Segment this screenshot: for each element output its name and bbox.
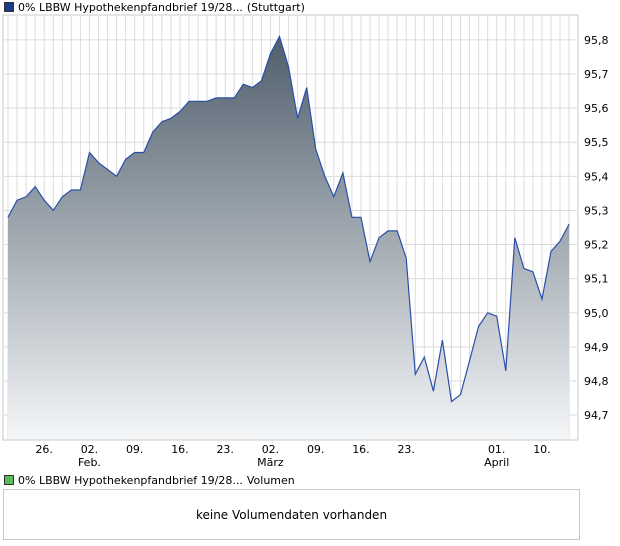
y-tick-label: 95,3 [584,204,609,217]
volume-legend: 0% LBBW Hypothekenpfandbrief 19/28... Vol… [4,475,299,487]
x-tick-label: 23. [397,443,415,456]
y-tick-label: 95,8 [584,34,609,47]
volume-panel: keine Volumendaten vorhanden [3,489,580,540]
y-axis-ticks: 94,7 94,8 94,9 95,0 95,1 95,2 95,3 95,4 95,5 95,6… [584,34,609,422]
x-tick-month-label: Feb. [78,456,101,469]
y-tick-label: 94,8 [584,375,609,388]
y-tick-label: 95,0 [584,307,609,320]
x-tick-month-label: April [484,456,509,469]
volume-legend-name: 0% LBBW Hypothekenpfandbrief 19/28... [18,474,243,487]
y-tick-label: 94,7 [584,409,609,422]
price-legend-name: 0% LBBW Hypothekenpfandbrief 19/28... [18,1,243,14]
x-tick-label: 16. [171,443,189,456]
x-tick-label: 01. [488,443,506,456]
price-line [7,34,570,403]
volume-legend-label: Volumen [246,474,295,487]
price-area [8,36,570,439]
x-tick-label: 10. [533,443,551,456]
x-tick-label: 16. [352,443,370,456]
volume-legend-swatch [4,475,14,485]
price-legend: 0% LBBW Hypothekenpfandbrief 19/28... (St… [4,2,309,14]
x-tick-label: 09. [307,443,325,456]
volume-empty-message: keine Volumendaten vorhanden [195,508,388,522]
y-tick-label: 95,5 [584,136,609,149]
y-tick-label: 95,4 [584,170,609,183]
y-tick-label: 95,6 [584,102,609,115]
y-tick-label: 95,2 [584,239,609,252]
x-tick-label: 02. [262,443,280,456]
price-legend-exchange: (Stuttgart) [246,1,305,14]
x-tick-label: 26. [35,443,53,456]
y-tick-label: 95,1 [584,273,609,286]
x-tick-label: 23. [216,443,234,456]
y-tick-label: 94,9 [584,341,609,354]
price-chart: 94,7 94,8 94,9 95,0 95,1 95,2 95,3 95,4 95,5 95,6… [2,14,609,469]
price-legend-swatch [4,2,14,12]
x-tick-label: 02. [81,443,99,456]
x-tick-label: 09. [126,443,144,456]
x-tick-month-label: März [257,456,284,469]
y-tick-label: 95,7 [584,68,609,81]
